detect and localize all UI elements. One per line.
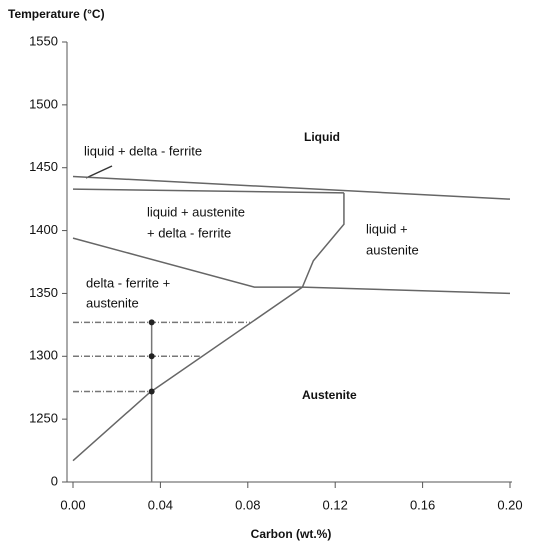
region-label: delta - ferrite + bbox=[86, 275, 170, 290]
region-label: Austenite bbox=[302, 388, 357, 402]
phase-line bbox=[72, 175, 511, 200]
x-tick-label: 0.08 bbox=[235, 497, 260, 512]
region-label: austenite bbox=[366, 242, 419, 257]
x-tick-label: 0.16 bbox=[410, 497, 435, 512]
region-label: liquid + austenite bbox=[147, 204, 245, 219]
phase-line bbox=[72, 237, 511, 295]
region-label: liquid + bbox=[366, 221, 408, 236]
phase-line bbox=[301, 192, 345, 288]
x-tick-label: 0.00 bbox=[60, 497, 85, 512]
x-axis-label: Carbon (wt.%) bbox=[251, 527, 332, 541]
y-tick-label: 1450 bbox=[29, 159, 58, 174]
y-tick-label: 1500 bbox=[29, 96, 58, 111]
x-tick-label: 0.20 bbox=[497, 497, 522, 512]
x-tick-label: 0.04 bbox=[148, 497, 173, 512]
region-label: liquid + delta - ferrite bbox=[84, 143, 202, 158]
point bbox=[148, 388, 155, 395]
region-label: Liquid bbox=[304, 130, 340, 144]
x-tick-label: 0.12 bbox=[323, 497, 348, 512]
y-tick-label: 1400 bbox=[29, 222, 58, 237]
point bbox=[148, 319, 155, 326]
y-tick-label: 1550 bbox=[29, 33, 58, 48]
point bbox=[148, 353, 155, 360]
y-tick-label: 1350 bbox=[29, 285, 58, 300]
y-tick-label: 1250 bbox=[29, 411, 58, 426]
region-label: austenite bbox=[86, 295, 139, 310]
y-tick-label: 0 bbox=[51, 473, 58, 488]
phase-line bbox=[72, 188, 344, 194]
arrow bbox=[85, 165, 113, 179]
y-axis-label: Temperature (°C) bbox=[8, 7, 105, 21]
region-label: + delta - ferrite bbox=[147, 225, 231, 240]
y-tick-label: 1300 bbox=[29, 348, 58, 363]
phase-line bbox=[72, 286, 303, 462]
